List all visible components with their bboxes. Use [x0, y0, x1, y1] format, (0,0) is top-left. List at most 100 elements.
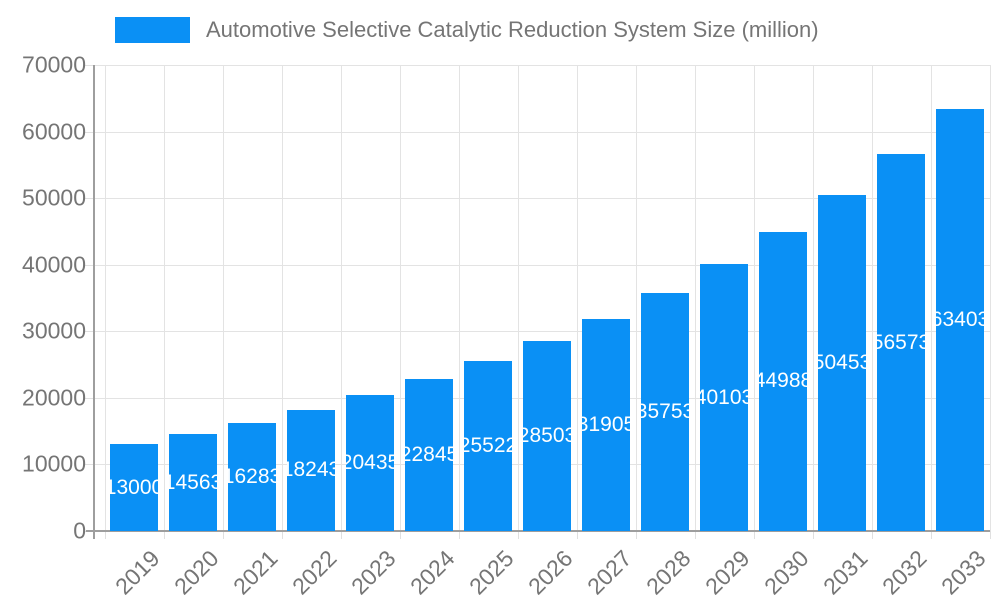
x-tick-label: 2023	[345, 545, 401, 600]
x-axis-tick	[517, 531, 519, 539]
bar-value-label: 13000	[110, 475, 158, 499]
v-gridline	[104, 65, 106, 531]
y-tick-label: 50000	[22, 184, 86, 211]
bar-2029[interactable]: 40103	[700, 264, 748, 531]
y-axis-tick	[84, 464, 94, 466]
y-axis-tick	[84, 198, 94, 200]
bar-2033[interactable]: 63403	[936, 108, 984, 531]
bar-2028[interactable]: 35753	[641, 292, 689, 531]
y-axis-line	[93, 65, 95, 539]
chart-legend: Automotive Selective Catalytic Reduction…	[115, 15, 819, 45]
x-axis-tick	[930, 531, 932, 539]
x-axis-tick	[458, 531, 460, 539]
bar-2019[interactable]: 13000	[110, 444, 158, 531]
bar-2022[interactable]: 18243	[287, 409, 335, 531]
y-axis-tick	[84, 331, 94, 333]
v-gridline	[753, 65, 755, 531]
x-tick-label: 2029	[699, 545, 755, 600]
bar-2032[interactable]: 56573	[877, 154, 925, 531]
bar-2027[interactable]: 31905	[582, 318, 630, 531]
x-tick-label: 2025	[463, 545, 519, 600]
x-axis-line	[86, 530, 990, 532]
x-tick-label: 2026	[522, 545, 578, 600]
x-tick-label: 2030	[758, 545, 814, 600]
x-tick-label: 2031	[817, 545, 873, 600]
bar-value-label: 44988	[759, 369, 807, 393]
x-axis-tick	[635, 531, 637, 539]
y-tick-label: 40000	[22, 251, 86, 278]
bar-2023[interactable]: 20435	[346, 394, 394, 531]
bar-2026[interactable]: 28503	[523, 341, 571, 531]
v-gridline	[871, 65, 873, 531]
x-tick-label: 2024	[404, 545, 460, 600]
v-gridline	[989, 65, 991, 531]
bar-2031[interactable]: 50453	[818, 195, 866, 531]
legend-label: Automotive Selective Catalytic Reduction…	[206, 17, 819, 42]
x-axis-tick	[340, 531, 342, 539]
x-tick-label: 2021	[227, 545, 283, 600]
v-gridline	[222, 65, 224, 531]
bar-2024[interactable]: 22845	[405, 378, 453, 531]
h-gridline	[94, 65, 990, 66]
x-axis-tick	[104, 531, 106, 539]
y-axis-tick	[84, 397, 94, 399]
h-gridline	[94, 264, 990, 266]
bar-value-label: 20435	[346, 450, 394, 474]
bar-value-label: 56573	[877, 330, 925, 354]
v-gridline	[930, 65, 932, 531]
y-tick-label: 20000	[22, 384, 86, 411]
y-tick-label: 60000	[22, 118, 86, 145]
bar-value-label: 22845	[405, 442, 453, 466]
x-tick-label: 2020	[168, 545, 224, 600]
x-tick-label: 2032	[876, 545, 932, 600]
y-axis-tick	[84, 65, 94, 66]
v-gridline	[635, 65, 637, 531]
bar-2020[interactable]: 14563	[169, 434, 217, 531]
x-axis-tick	[281, 531, 283, 539]
bar-value-label: 25522	[464, 434, 512, 458]
bar-value-label: 18243	[287, 458, 335, 482]
x-axis-tick	[222, 531, 224, 539]
legend-swatch	[115, 17, 190, 43]
h-gridline	[94, 331, 990, 333]
x-tick-label: 2027	[581, 545, 637, 600]
x-axis-tick	[812, 531, 814, 539]
v-gridline	[281, 65, 283, 531]
v-gridline	[694, 65, 696, 531]
y-axis-tick	[84, 131, 94, 133]
v-gridline	[399, 65, 401, 531]
bar-2030[interactable]: 44988	[759, 231, 807, 531]
x-axis-tick	[694, 531, 696, 539]
bar-value-label: 14563	[169, 470, 217, 494]
x-axis-tick	[871, 531, 873, 539]
h-gridline	[94, 198, 990, 200]
x-axis-tick	[576, 531, 578, 539]
v-gridline	[812, 65, 814, 531]
bar-value-label: 63403	[936, 307, 984, 331]
v-gridline	[576, 65, 578, 531]
v-gridline	[517, 65, 519, 531]
x-axis-tick	[399, 531, 401, 539]
y-tick-label: 30000	[22, 317, 86, 344]
x-tick-label: 2019	[109, 545, 165, 600]
bar-value-label: 40103	[700, 385, 748, 409]
y-tick-label: 0	[73, 517, 86, 544]
x-tick-label: 2028	[640, 545, 696, 600]
x-axis-tick	[753, 531, 755, 539]
x-axis-tick	[989, 531, 991, 539]
bar-2025[interactable]: 25522	[464, 361, 512, 531]
v-gridline	[340, 65, 342, 531]
bar-value-label: 31905	[582, 412, 630, 436]
y-tick-label: 10000	[22, 450, 86, 477]
y-axis-tick	[84, 264, 94, 266]
h-gridline	[94, 131, 990, 133]
y-tick-label: 70000	[22, 51, 86, 78]
bar-value-label: 28503	[523, 424, 571, 448]
v-gridline	[458, 65, 460, 531]
bar-value-label: 35753	[641, 399, 689, 423]
bar-2021[interactable]: 16283	[228, 422, 276, 531]
x-tick-label: 2033	[935, 545, 991, 600]
v-gridline	[163, 65, 165, 531]
x-tick-label: 2022	[286, 545, 342, 600]
